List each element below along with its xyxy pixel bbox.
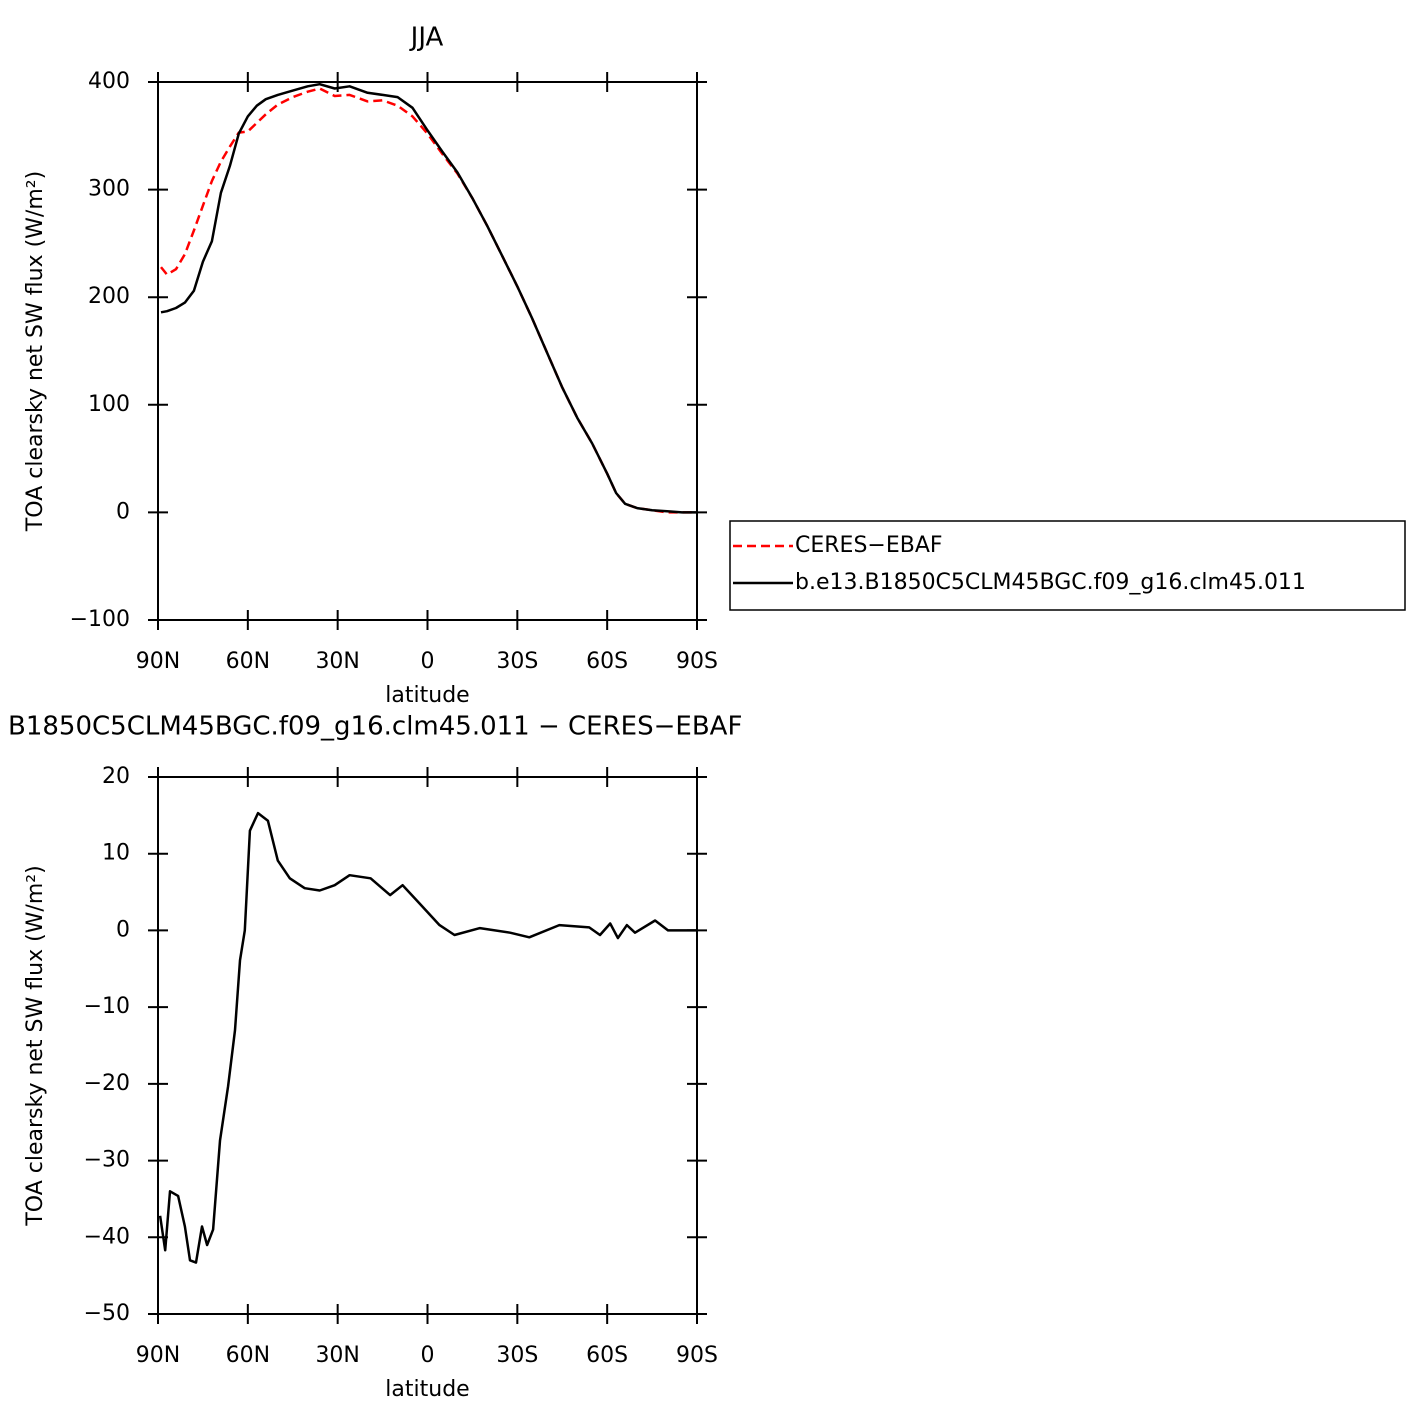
x-tick-label: 30S [496, 649, 538, 674]
y-tick-label: −20 [84, 1071, 130, 1096]
x-tick-label: 90N [136, 1343, 180, 1368]
x-axis-label: latitude [385, 683, 469, 708]
x-tick-label: 60S [586, 649, 628, 674]
x-tick-label: 0 [421, 649, 435, 674]
legend-label: CERES−EBAF [795, 533, 943, 558]
legend-box [729, 520, 1406, 611]
x-tick-label: 30N [315, 1343, 359, 1368]
y-axis-label: TOA clearsky net SW flux (W/m²) [23, 865, 48, 1226]
y-tick-label: −30 [84, 1148, 130, 1173]
x-tick-label: 30S [496, 1343, 538, 1368]
x-tick-label: 30N [315, 649, 359, 674]
plot-frame [157, 81, 698, 621]
y-tick-label: −10 [84, 994, 130, 1019]
x-tick-label: 60N [226, 649, 270, 674]
y-tick-label: 0 [116, 499, 130, 524]
y-tick-label: 0 [116, 917, 130, 942]
chart-title: B1850C5CLM45BGC.f09_g16.clm45.011 − CERE… [8, 712, 742, 742]
plot-frame [157, 776, 698, 1315]
x-tick-label: 90S [676, 1343, 718, 1368]
y-tick-label: 20 [102, 764, 130, 789]
y-tick-label: −100 [70, 607, 130, 632]
x-tick-label: 90S [676, 649, 718, 674]
legend-label: b.e13.B1850C5CLM45BGC.f09_g16.clm45.011 [795, 570, 1306, 595]
y-tick-label: 200 [88, 284, 130, 309]
y-axis-label: TOA clearsky net SW flux (W/m²) [23, 171, 48, 532]
y-tick-label: −50 [84, 1301, 130, 1326]
x-tick-label: 0 [421, 1343, 435, 1368]
x-tick-label: 60N [226, 1343, 270, 1368]
x-tick-label: 90N [136, 649, 180, 674]
chart-title: JJA [409, 23, 444, 53]
series-line [160, 87, 697, 514]
series-line [160, 82, 697, 514]
y-tick-label: −40 [84, 1224, 130, 1249]
x-tick-label: 60S [586, 1343, 628, 1368]
x-axis-label: latitude [385, 1377, 469, 1402]
y-tick-label: 100 [88, 392, 130, 417]
y-tick-label: 10 [102, 841, 130, 866]
y-tick-label: 400 [88, 69, 130, 94]
series-line [158, 811, 697, 1264]
y-tick-label: 300 [88, 177, 130, 202]
